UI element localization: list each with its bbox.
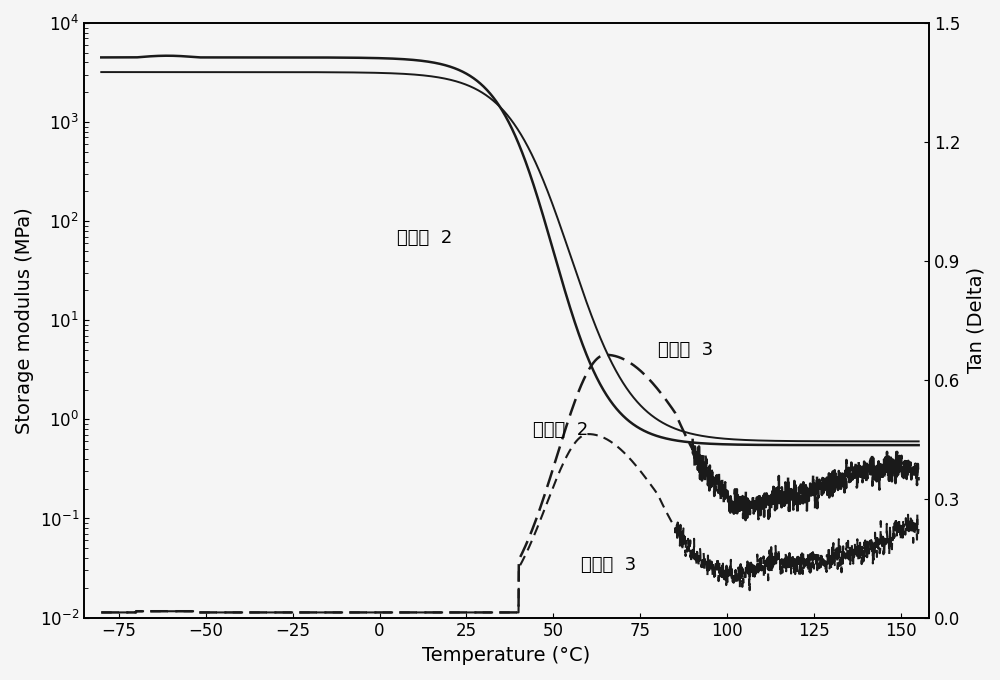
Text: 实施例  2: 实施例 2	[397, 229, 452, 248]
Y-axis label: Storage modulus (MPa): Storage modulus (MPa)	[15, 207, 34, 434]
X-axis label: Temperature (°C): Temperature (°C)	[422, 646, 591, 665]
Text: 实施例  2: 实施例 2	[533, 421, 588, 439]
Y-axis label: Tan (Delta): Tan (Delta)	[966, 267, 985, 373]
Text: 实施例  3: 实施例 3	[581, 556, 637, 574]
Text: 实施例  3: 实施例 3	[658, 341, 713, 358]
